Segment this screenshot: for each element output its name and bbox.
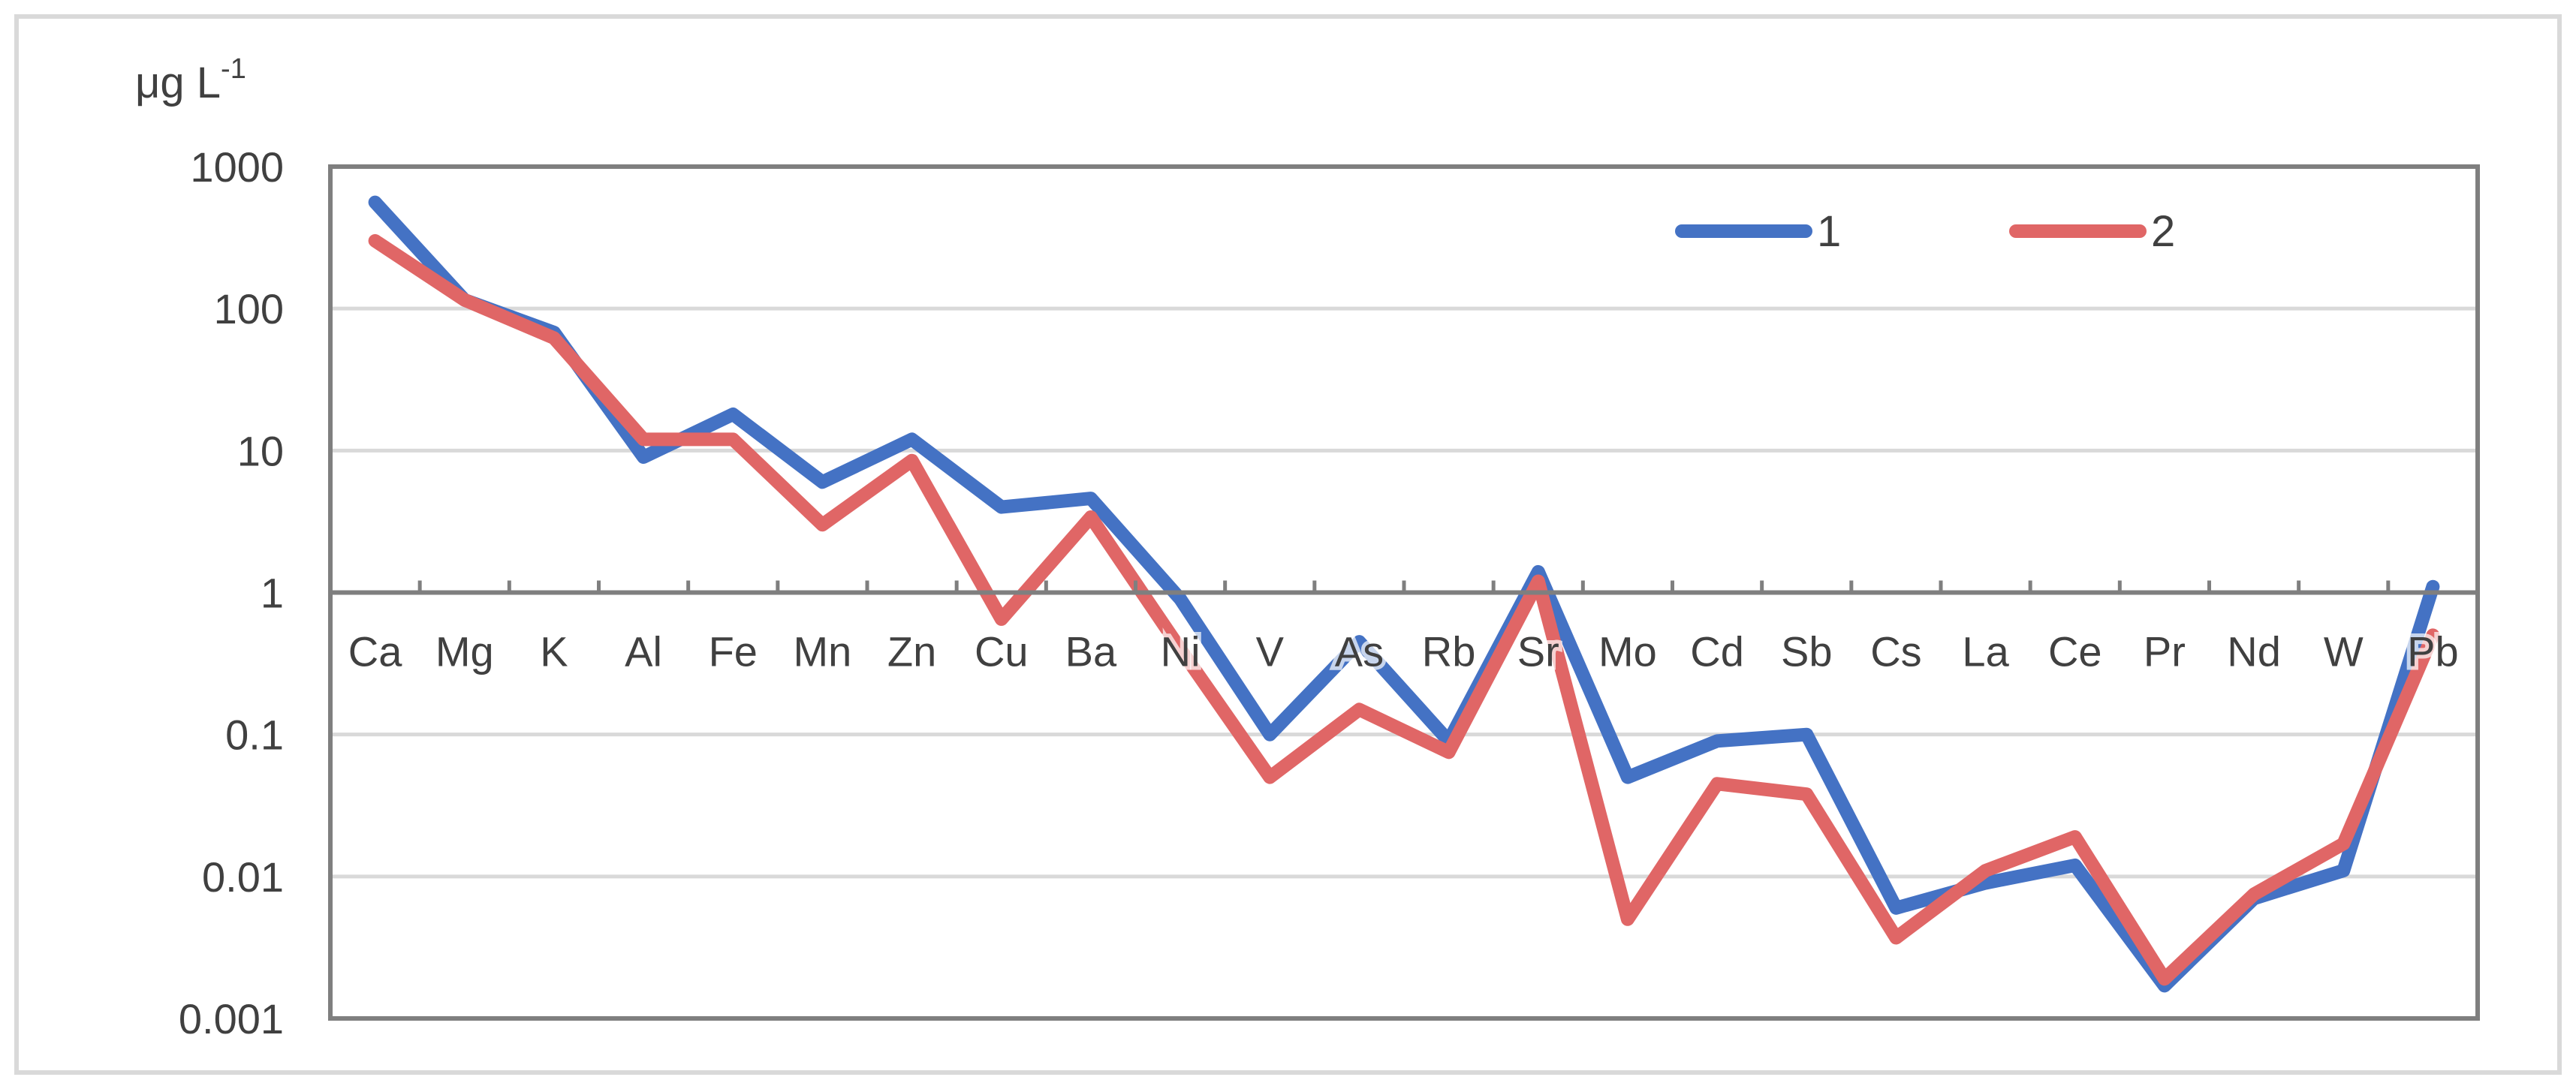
chart-border [14,14,2562,1075]
x-tick-label: W [2324,628,2364,675]
legend-label: 1 [1817,207,1841,256]
x-tick-label: Pr [2144,628,2186,675]
x-tick-label: V [1256,628,1285,675]
y-tick-label: 1 [261,570,284,617]
x-tick-label: Mo [1598,628,1657,675]
x-tick-label: Ce [2048,628,2102,675]
y-tick-label: 0.01 [202,853,284,901]
y-axis-label-unit: μg L [135,59,221,107]
y-axis-tick-labels: 1000 100 10 1 0.1 0.01 0.001 [179,143,284,1042]
x-tick-label: Mg [435,628,494,675]
x-tick-label: Ni [1161,628,1201,675]
x-tick-label: Sr [1517,628,1559,675]
legend-item: 2 [2009,207,2175,256]
x-tick-label: As [1335,628,1384,675]
legend-label: 2 [2151,207,2175,256]
y-axis-label: μg L-1 [135,53,246,107]
series-line-1 [368,195,2440,993]
x-tick-label: Ba [1065,628,1117,675]
x-tick-label: Al [625,628,662,675]
x-tick-label: Sb [1781,628,1833,675]
x-tick-label: Mn [794,628,852,675]
y-tick-label: 1000 [190,143,284,191]
x-tick-label: Cu [975,628,1029,675]
x-tick-label: Pb [2407,628,2459,675]
x-tick-label: Cs [1870,628,1921,675]
y-axis-label-exponent: -1 [221,53,246,85]
x-tick-label: Nd [2227,628,2281,675]
x-axis: Ca Mg K Al Fe Mn Zn Cu Ba Ni V As Rb Sr Mo Cd Sb Cs La Ce Pr… [328,580,2480,679]
y-tick-label: 100 [214,285,284,332]
y-tick-label: 0.1 [225,711,284,759]
x-tick-label: K [540,628,568,675]
y-tick-label: 0.001 [179,995,284,1042]
x-tick-label: La [1962,628,2009,675]
x-tick-label: Ca [348,628,402,675]
series-lines [368,195,2440,993]
x-tick-label: Rb [1422,628,1476,675]
y-tick-label: 10 [237,427,284,474]
series-line-2 [368,233,2440,986]
x-tick-label: Fe [709,628,758,675]
legend-item: 1 [1675,207,1841,256]
x-tick-label: Zn [887,628,936,675]
x-tick-label: Cd [1690,628,1744,675]
